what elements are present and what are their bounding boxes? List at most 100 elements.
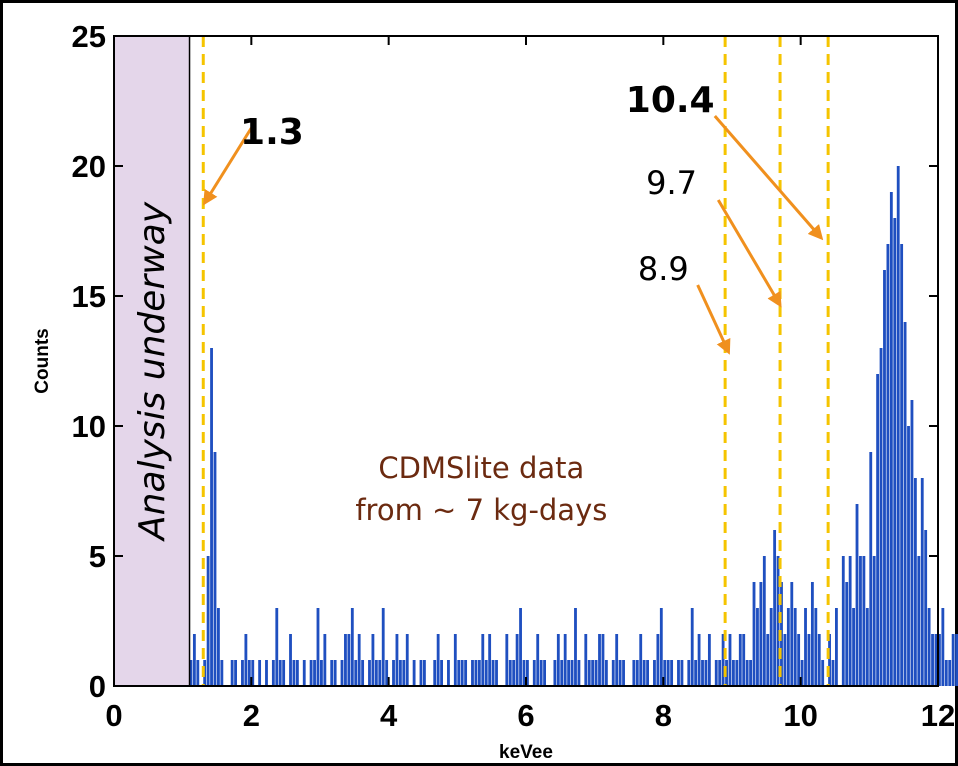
histogram-bar: [577, 660, 581, 686]
histogram-bar: [385, 660, 389, 686]
histogram-bar: [749, 660, 752, 686]
histogram-bar: [790, 582, 794, 686]
data-note-line-2: from ~ 7 kg-days: [355, 493, 607, 527]
histogram-bar: [361, 660, 365, 686]
x-tick-label: 8: [655, 698, 672, 733]
histogram-bar: [453, 634, 457, 686]
histogram-bar: [701, 660, 704, 686]
histogram-bar: [591, 660, 595, 686]
y-tick-label: 25: [72, 19, 106, 54]
histogram-bar: [917, 556, 921, 686]
histogram-bar: [333, 660, 337, 686]
histogram-bar: [505, 634, 509, 686]
histogram-bar: [302, 660, 306, 686]
histogram-bar: [340, 660, 344, 686]
histogram-bar: [217, 608, 220, 686]
histogram-bar: [292, 660, 296, 686]
histogram-bar: [464, 660, 468, 686]
histogram-bar: [653, 660, 656, 686]
histogram-bar: [845, 582, 849, 686]
excluded-region-label: Analysis underway: [132, 201, 173, 542]
histogram-bar: [714, 660, 718, 686]
histogram-bar: [938, 634, 941, 686]
histogram-bar: [265, 660, 268, 686]
plot-area: [113, 35, 958, 687]
histogram-bar: [680, 660, 684, 686]
histogram-bar: [639, 634, 643, 686]
histogram-bar: [323, 634, 327, 686]
histogram-bar: [872, 556, 876, 686]
x-tick-label: 0: [105, 698, 122, 733]
y-tick-label: 15: [72, 279, 106, 314]
histogram-bar: [350, 608, 354, 686]
histogram-bar: [378, 660, 382, 686]
histogram-bar: [745, 660, 749, 686]
histogram-bar: [604, 660, 608, 686]
histogram-bar: [234, 660, 237, 686]
histogram-bar: [783, 634, 787, 686]
histogram-bar: [893, 218, 897, 686]
histogram-bar: [488, 634, 492, 686]
histogram-bar: [924, 530, 928, 686]
histogram-bar: [405, 634, 409, 686]
histogram-bar: [632, 660, 636, 686]
histogram-bar: [447, 660, 450, 686]
histogram-bar: [402, 660, 406, 686]
histogram-bar: [398, 660, 402, 686]
histogram-bar: [543, 660, 546, 686]
histogram-bar: [663, 660, 667, 686]
histogram-bar: [251, 660, 255, 686]
histogram-bar: [666, 660, 670, 686]
histogram-bar: [316, 608, 320, 686]
histogram-bar: [828, 634, 831, 686]
histogram-bar: [886, 244, 890, 686]
histogram-bar: [213, 452, 217, 686]
histogram-bar: [879, 348, 883, 686]
histogram-bar: [295, 660, 299, 686]
histogram-bar: [491, 660, 495, 686]
histogram-bar: [797, 634, 801, 686]
y-axis-label: Counts: [32, 328, 53, 393]
annotation-arrow: [716, 199, 782, 308]
histogram-bar: [807, 634, 811, 686]
histogram-bar: [512, 660, 516, 686]
histogram-bar: [948, 660, 952, 686]
histogram-bar: [436, 634, 440, 686]
histogram-bar: [567, 660, 571, 686]
x-tick-labels: 0 2 4 6 8 10 12: [105, 698, 955, 733]
histogram-bar: [584, 634, 588, 686]
y-tick-label: 0: [89, 669, 106, 704]
histogram-bar: [423, 660, 426, 686]
histogram-bar: [642, 660, 646, 686]
histogram-bar: [817, 634, 821, 686]
histogram-bar: [532, 660, 536, 686]
histogram-bar: [271, 660, 275, 686]
histogram-bar: [697, 634, 701, 686]
annotation-arrow: [713, 115, 824, 241]
histogram-bar: [471, 660, 474, 686]
histogram-bar: [659, 608, 663, 686]
histogram-bar: [707, 634, 711, 686]
annotation-arrow: [696, 284, 731, 355]
histogram-bar: [738, 634, 742, 686]
histogram-bar: [941, 608, 945, 686]
histogram-bar: [192, 634, 196, 686]
histogram-bar: [522, 660, 526, 686]
histogram-bar: [344, 634, 347, 686]
histogram-bar: [835, 608, 838, 686]
histogram-bar: [241, 660, 244, 686]
data-note-line-1: CDMSlite data: [378, 451, 584, 485]
histogram-bar: [570, 660, 574, 686]
x-tick-label: 12: [921, 698, 955, 733]
peak-label: 8.9: [638, 250, 689, 288]
axis-ticks: [113, 35, 939, 687]
peak-label: 9.7: [646, 164, 697, 202]
histogram-bar: [594, 660, 598, 686]
y-tick-label: 20: [72, 149, 106, 184]
histogram-bar: [189, 660, 193, 686]
histogram-bar: [776, 556, 780, 686]
histogram-bar: [841, 556, 845, 686]
histogram-bar: [484, 660, 488, 686]
